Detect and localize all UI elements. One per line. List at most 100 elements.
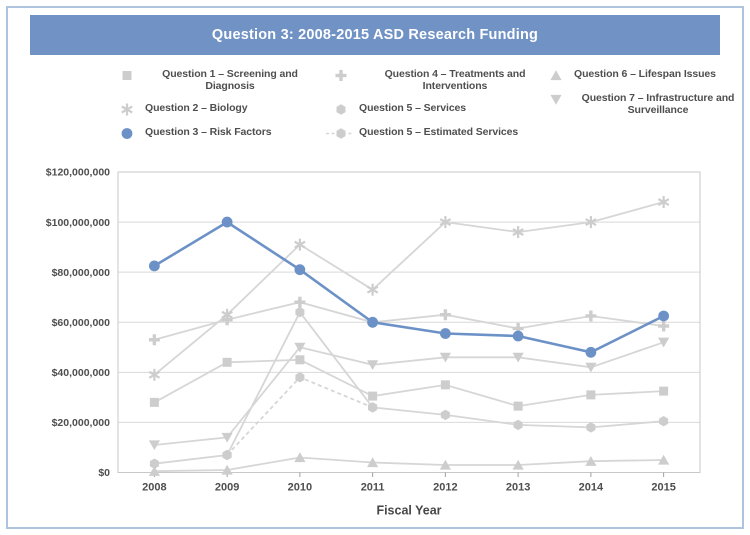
triangle-up-marker-icon <box>550 70 562 81</box>
series-q2-marker-2013 <box>512 226 524 239</box>
series-q2-marker-2012 <box>439 216 452 229</box>
y-axis-tick-label: $0 <box>98 467 110 479</box>
plot-border <box>117 171 701 473</box>
series-q3-marker-2008 <box>148 260 160 272</box>
series-q6-marker-2012 <box>439 459 451 470</box>
dashed-hexagon-marker-icon <box>326 128 354 139</box>
x-axis-tick-label: 2015 <box>651 482 675 494</box>
series-q5est <box>222 372 378 461</box>
legend-item-q2: Question 2 – Biology <box>112 102 315 117</box>
series-q5-marker-2015 <box>659 416 669 427</box>
chart-legend: Question 1 – Screening and Diagnosis Ques… <box>8 68 742 163</box>
legend-item-q4: Question 4 – Treatments and Intervention… <box>326 68 551 93</box>
series-q7-marker-2008 <box>148 440 160 451</box>
triangle-down-marker-icon <box>550 94 562 105</box>
series-q5est-marker-2011 <box>368 402 378 413</box>
series-q6-marker-2010 <box>294 452 306 463</box>
legend-item-q6: Question 6 – Lifespan Issues <box>541 68 742 83</box>
triangle-up-glyph <box>550 70 562 81</box>
series-q2-marker-2008 <box>148 368 161 381</box>
plus-marker-icon <box>335 70 347 81</box>
series-q7-marker-2010 <box>294 342 306 353</box>
series-q7-marker-2011 <box>367 360 379 371</box>
asterisk-marker-icon <box>121 103 133 116</box>
square-marker-icon <box>122 71 132 80</box>
series-q5est-marker-2010 <box>295 372 305 383</box>
series-q7-line <box>154 341 664 446</box>
legend-label: Question 3 – Risk Factors <box>145 125 272 138</box>
series-q1-marker-2010 <box>295 355 305 365</box>
series-q7 <box>148 337 670 451</box>
series-q1-marker-2014 <box>586 390 596 400</box>
series-q1-marker-2013 <box>513 401 523 411</box>
series-q4-marker-2008 <box>148 334 160 346</box>
series-q3 <box>148 216 670 358</box>
series-q4-marker-2012 <box>439 309 451 321</box>
series-q6-marker-2015 <box>658 454 670 465</box>
series-q5-marker-2010 <box>295 307 305 318</box>
series-q7-marker-2013 <box>512 352 524 363</box>
series-q3-marker-2009 <box>221 216 233 228</box>
y-axis-tick-label: $60,000,000 <box>52 317 111 329</box>
series-q1-marker-2008 <box>149 397 159 407</box>
x-axis-tick-label: 2010 <box>288 482 312 494</box>
series-q4 <box>148 296 670 346</box>
series-q6-marker-2008 <box>148 466 160 476</box>
series-q4-marker-2014 <box>585 310 597 322</box>
x-axis-tick-label: 2009 <box>215 482 239 494</box>
series-q2 <box>148 196 670 381</box>
series-q7-marker-2015 <box>658 337 670 348</box>
circle-glyph <box>121 127 133 139</box>
legend-item-q5: Question 5 – Services <box>326 102 551 117</box>
series-q3-line <box>153 220 665 354</box>
y-axis-tick-label: $40,000,000 <box>52 367 111 379</box>
legend-label: Question 5 – Services <box>359 101 467 114</box>
series-q3-marker-2014 <box>585 346 597 358</box>
chart-title-bar: Question 3: 2008-2015 ASD Research Fundi… <box>30 15 720 55</box>
series-q6 <box>148 452 670 476</box>
legend-column-2: Question 4 – Treatments and Intervention… <box>326 68 551 150</box>
x-axis-tick-label: 2012 <box>433 482 457 494</box>
legend-label: Question 6 – Lifespan Issues <box>574 68 716 80</box>
series-q3-marker-2011 <box>367 316 379 328</box>
series-q2-marker-2010 <box>294 238 306 251</box>
series-q6-line <box>154 456 664 473</box>
series-q3-marker-2010 <box>294 264 306 276</box>
series-q5-marker-2012 <box>440 409 450 421</box>
legend-label: Question 2 – Biology <box>145 101 248 114</box>
series-q6-marker-2011 <box>367 457 379 468</box>
legend-label: Question 4 – Treatments and Intervention… <box>384 68 526 93</box>
series-q1-marker-2012 <box>440 380 450 390</box>
hexagon-glyph <box>336 104 346 115</box>
series-q1 <box>149 355 669 411</box>
series-q4-marker-2009 <box>221 314 233 326</box>
y-axis-tick-label: $100,000,000 <box>46 217 110 229</box>
legend-item-q7: Question 7 – Infrastructure and Surveill… <box>541 92 742 117</box>
series-q6-marker-2009 <box>221 464 233 475</box>
series-q1-marker-2015 <box>659 386 669 396</box>
legend-label: Question 1 – Screening and Diagnosis <box>162 68 298 93</box>
series-q5-line <box>154 310 664 465</box>
series-q5-marker-2008 <box>149 458 159 469</box>
plus-glyph <box>335 70 347 81</box>
series-q2-marker-2015 <box>657 196 670 209</box>
square-glyph <box>122 71 132 80</box>
series-q1-marker-2009 <box>222 357 232 367</box>
legend-label: Question 5 – Estimated Services <box>359 125 519 138</box>
series-q7-marker-2009 <box>221 432 233 443</box>
series-q3-marker-2012 <box>439 328 451 339</box>
x-axis-tick-label: 2008 <box>142 482 166 494</box>
legend-item-q1: Question 1 – Screening and Diagnosis <box>112 68 315 93</box>
series-q2-marker-2014 <box>585 216 597 229</box>
x-axis-tick-label: 2011 <box>361 482 385 494</box>
y-axis-tick-label: $20,000,000 <box>52 417 111 429</box>
asterisk-glyph <box>121 103 133 116</box>
series-q4-marker-2010 <box>294 296 306 308</box>
series-q5est-line <box>226 376 373 456</box>
series-q6-marker-2014 <box>585 456 597 466</box>
hexagon-glyph <box>336 128 346 139</box>
series-q2-line <box>153 201 664 376</box>
series-q4-marker-2015 <box>658 320 670 332</box>
series-q5 <box>149 307 669 469</box>
